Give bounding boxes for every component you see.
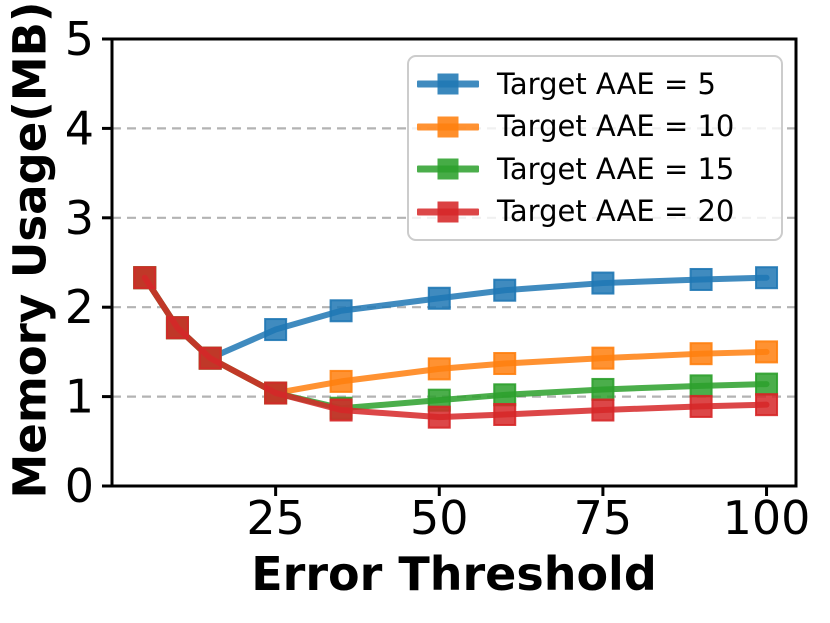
x-tick-label: 100 <box>723 491 811 545</box>
data-point-marker <box>591 271 615 295</box>
data-point-marker <box>689 267 713 291</box>
legend-marker-green <box>417 154 479 184</box>
y-tick-label: 1 <box>65 370 94 424</box>
data-point-marker <box>264 318 288 342</box>
data-point-marker <box>329 398 353 422</box>
legend-entry: Target AAE = 10 <box>417 107 773 147</box>
tick-labels-group: 25 50 75 100 0 1 2 3 4 5 <box>65 12 811 545</box>
legend-marker-blue <box>417 69 479 99</box>
series-line-1 <box>141 274 770 362</box>
data-point-marker <box>591 398 615 422</box>
x-tick-label: 75 <box>574 491 633 545</box>
legend: Target AAE = 5 Target AAE = 10 Target AA… <box>407 55 783 241</box>
data-point-marker <box>689 342 713 366</box>
data-point-marker <box>591 377 615 401</box>
y-tick-label: 4 <box>65 101 94 155</box>
legend-marker-orange <box>417 112 479 142</box>
series-line-4 <box>141 274 770 421</box>
data-point-marker <box>755 340 779 364</box>
data-point-marker <box>427 405 451 429</box>
data-point-marker <box>493 402 517 426</box>
data-point-marker <box>755 393 779 417</box>
y-tick-label: 3 <box>65 191 94 245</box>
y-tick-label: 0 <box>65 459 94 513</box>
data-point-marker <box>133 266 157 290</box>
legend-marker-red <box>417 197 479 227</box>
plot-border <box>110 37 798 488</box>
data-point-marker <box>493 383 517 407</box>
legend-label: Target AAE = 20 <box>497 194 735 229</box>
data-point-marker <box>264 381 288 405</box>
legend-label: Target AAE = 15 <box>497 151 735 186</box>
legend-entry: Target AAE = 5 <box>417 64 773 104</box>
data-point-marker <box>198 346 222 370</box>
y-axis-label: Memory Usage(MB) <box>3 1 57 499</box>
legend-label: Target AAE = 5 <box>497 66 716 101</box>
axes-spines <box>110 37 798 488</box>
data-point-marker <box>165 316 189 340</box>
data-point-marker <box>493 352 517 376</box>
data-point-marker <box>427 357 451 381</box>
legend-entry: Target AAE = 15 <box>417 149 773 189</box>
data-point-marker <box>427 286 451 310</box>
data-point-marker <box>493 278 517 302</box>
legend-label: Target AAE = 10 <box>497 109 735 144</box>
data-point-marker <box>329 299 353 323</box>
y-tick-label: 5 <box>65 12 94 66</box>
data-point-marker <box>689 374 713 398</box>
data-point-marker <box>329 369 353 393</box>
x-tick-label: 25 <box>246 491 305 545</box>
data-point-marker <box>755 372 779 396</box>
x-tick-label: 50 <box>410 491 469 545</box>
data-point-marker <box>591 346 615 370</box>
legend-entry: Target AAE = 20 <box>417 192 773 232</box>
ticks-group <box>102 37 769 496</box>
data-point-marker <box>755 266 779 290</box>
x-axis-label: Error Threshold <box>251 547 657 601</box>
y-tick-label: 2 <box>65 280 94 334</box>
data-point-marker <box>689 394 713 418</box>
series-group <box>133 266 779 429</box>
